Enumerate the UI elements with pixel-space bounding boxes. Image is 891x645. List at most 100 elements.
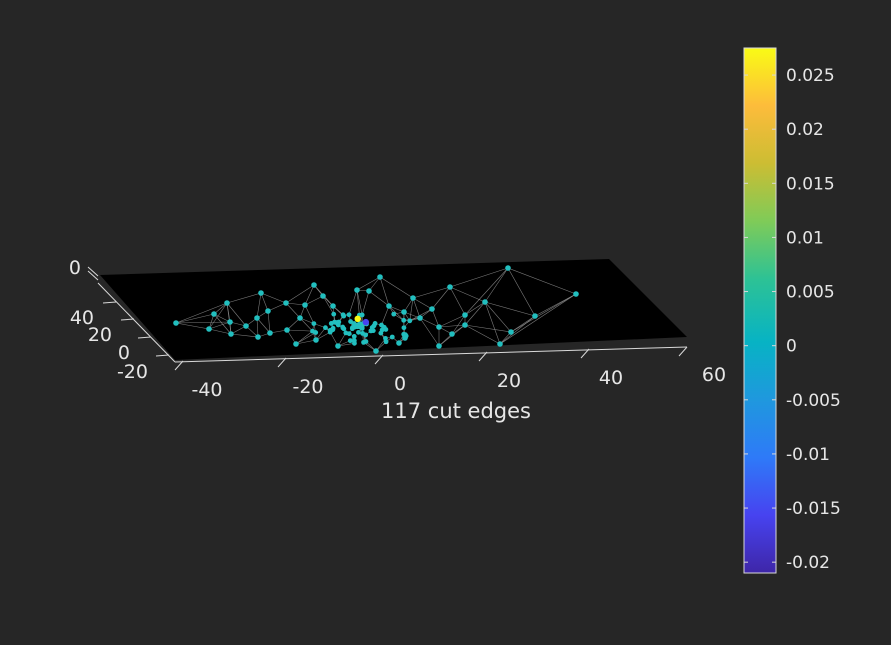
graph-node xyxy=(340,325,346,331)
graph-node xyxy=(373,348,379,354)
graph-node xyxy=(532,313,538,319)
graph-node xyxy=(497,341,503,347)
graph-edge xyxy=(213,313,231,323)
highlight-node xyxy=(362,318,370,326)
x-axis-label: 117 cut edges xyxy=(381,399,531,423)
graph-node xyxy=(258,290,264,296)
graph-node xyxy=(332,319,337,325)
graph-node xyxy=(302,302,308,308)
y-tick-mark xyxy=(137,336,152,339)
graph-node xyxy=(340,312,346,318)
graph-node xyxy=(330,325,336,331)
graph-edge xyxy=(213,313,232,335)
graph-edge xyxy=(412,297,421,319)
graph-edge xyxy=(226,292,262,304)
y-tick-label: -20 xyxy=(117,361,148,383)
graph-edge xyxy=(388,305,404,321)
graph-node xyxy=(379,327,385,333)
graph-node xyxy=(377,274,383,280)
graph-node xyxy=(462,312,468,318)
y-tick-marks xyxy=(102,301,170,357)
y-tick-label: 20 xyxy=(88,324,112,346)
graph-node xyxy=(265,308,271,314)
graph-node xyxy=(360,330,365,336)
graph-node xyxy=(357,324,363,330)
graph-node xyxy=(267,330,273,336)
graph-node xyxy=(573,291,579,297)
graph-edge xyxy=(356,289,360,316)
graph-node xyxy=(383,335,388,341)
y-axis-line xyxy=(97,282,176,363)
graph-edge xyxy=(175,302,228,324)
graph-node xyxy=(255,334,261,340)
graph-node xyxy=(436,324,442,330)
graph-edge xyxy=(449,267,509,288)
graph-node xyxy=(436,343,442,349)
colorbar-tick-label: -0.01 xyxy=(786,445,830,465)
graph-node xyxy=(311,282,317,288)
graph-node xyxy=(313,337,319,343)
colorbar-tick-label: 0 xyxy=(786,337,797,357)
graph-edge xyxy=(267,302,287,312)
colorbar-tick-label: 0.01 xyxy=(786,228,824,248)
graph-node xyxy=(228,331,234,337)
graph-edge xyxy=(464,267,509,316)
graph-edge xyxy=(175,313,215,324)
graph-node xyxy=(346,331,352,337)
x-tick-label: 20 xyxy=(497,370,521,392)
graph-node xyxy=(293,341,299,347)
graph-edge xyxy=(286,317,301,331)
graph-node xyxy=(482,299,488,305)
graph-edge xyxy=(379,276,390,307)
z-tick-mark xyxy=(87,266,99,277)
graph-node xyxy=(320,293,326,299)
graph-edge xyxy=(260,292,287,304)
graph-node xyxy=(401,325,407,331)
graph-node xyxy=(351,334,357,339)
graph-edge xyxy=(322,295,334,315)
graph-edge xyxy=(299,317,313,332)
x-tick-mark xyxy=(678,346,688,357)
graph-edge xyxy=(368,290,390,307)
x-axis-line xyxy=(174,346,688,363)
graph-node xyxy=(410,295,416,301)
graph-edge xyxy=(499,315,536,345)
graph-edge xyxy=(368,276,381,292)
graph-edge xyxy=(431,308,440,328)
graph-edge xyxy=(464,324,512,333)
graph-node xyxy=(508,329,514,335)
graph-edge xyxy=(431,286,451,310)
graph-node xyxy=(356,329,361,335)
x-tick-mark xyxy=(580,348,590,359)
z-tick-label: 0 xyxy=(69,257,81,279)
graph-edge xyxy=(356,289,363,315)
graph-edge xyxy=(295,339,317,345)
graph-edge xyxy=(285,284,315,304)
graph-node xyxy=(243,323,249,329)
graph-edge xyxy=(379,276,414,299)
graph-node xyxy=(330,303,336,309)
graph-edge xyxy=(175,322,210,330)
x-tick-mark xyxy=(478,351,488,362)
graph-edge xyxy=(438,324,466,328)
graph-node xyxy=(449,331,455,337)
colorbar-tick-label: 0.015 xyxy=(786,174,835,194)
graph-edge xyxy=(295,330,313,345)
graph-edge xyxy=(256,317,271,334)
graph-node xyxy=(366,288,372,294)
graph-edge xyxy=(484,301,512,333)
graph-node xyxy=(347,338,353,344)
graph-edge xyxy=(208,321,231,330)
graph-edge xyxy=(510,293,577,333)
graph-edge xyxy=(464,324,501,345)
x-tick-label: -40 xyxy=(191,379,222,401)
graph-edge xyxy=(230,325,247,335)
graph-node xyxy=(389,334,395,340)
graph-node xyxy=(349,326,355,332)
graph-edge xyxy=(464,301,486,316)
graph-node xyxy=(417,315,423,321)
y-tick-mark xyxy=(120,318,135,321)
graph-node xyxy=(297,315,303,321)
graph-node xyxy=(211,311,217,317)
colorbar-tick-label: -0.005 xyxy=(786,391,841,411)
